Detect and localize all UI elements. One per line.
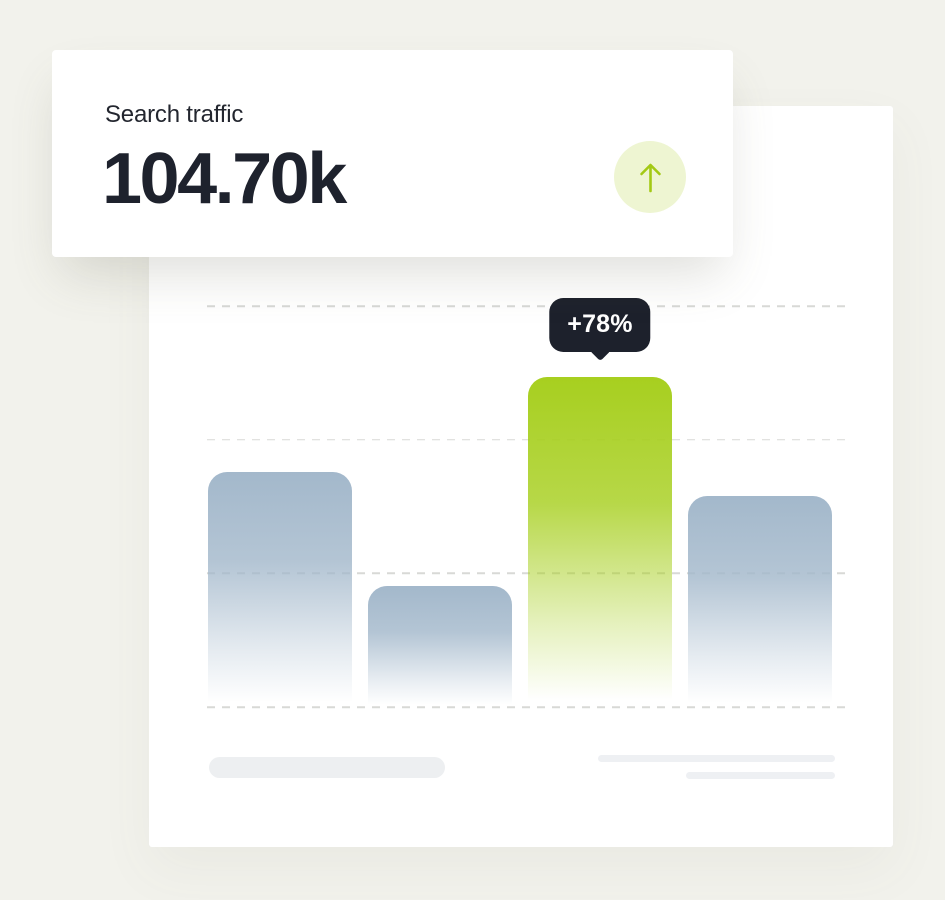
stat-label: Search traffic bbox=[105, 101, 244, 128]
highlighted-bar[interactable] bbox=[528, 376, 672, 707]
dashed-gridline bbox=[207, 305, 845, 307]
arrow-up-icon bbox=[637, 161, 664, 194]
legend-skeleton-line-1 bbox=[598, 755, 835, 762]
search-traffic-stat-card: Search traffic 104.70k bbox=[52, 50, 733, 257]
dashed-gridline bbox=[207, 438, 845, 441]
tooltip-badge: +78% bbox=[549, 298, 651, 352]
legend-skeleton-line-2 bbox=[686, 772, 835, 779]
stat-value: 104.70k bbox=[102, 139, 347, 219]
dashed-gridline bbox=[207, 572, 845, 575]
bar-chart-plot: +78% bbox=[207, 298, 845, 708]
x-axis-skeleton-pill bbox=[209, 757, 445, 778]
dashed-gridline bbox=[207, 706, 845, 708]
bar[interactable] bbox=[688, 496, 832, 707]
trend-up-button[interactable] bbox=[614, 141, 686, 213]
tooltip-label: +78% bbox=[567, 310, 633, 339]
bar[interactable] bbox=[208, 472, 352, 707]
bar[interactable] bbox=[368, 585, 512, 707]
